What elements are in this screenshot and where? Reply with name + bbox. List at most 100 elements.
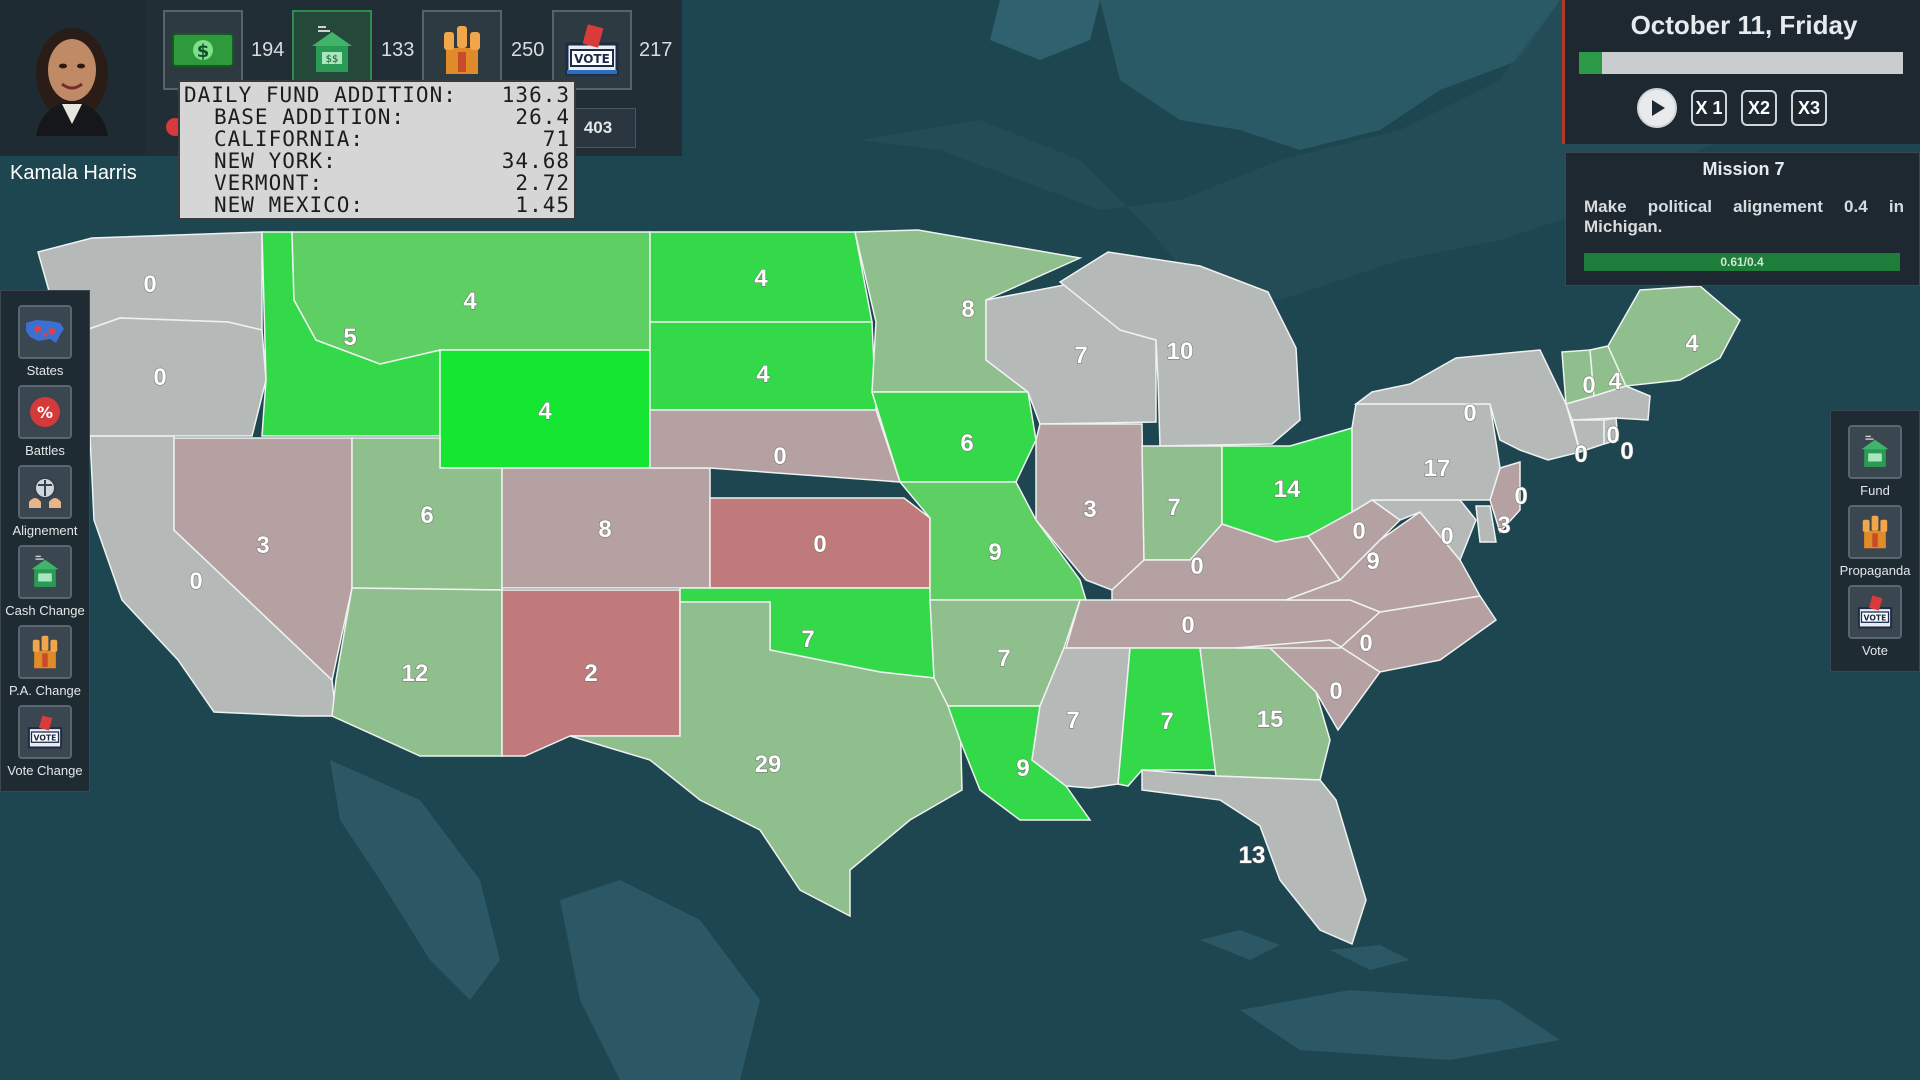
state-value-california: 0 [189, 568, 202, 595]
svg-text:$: $ [197, 41, 210, 62]
state-maine[interactable] [1607, 285, 1741, 387]
alignement-button[interactable] [18, 465, 72, 519]
tooltip-row-label: CALIFORNIA: [214, 127, 365, 151]
sidebar-item-vote-change[interactable]: VOTE Vote Change [1, 705, 89, 778]
battles-button[interactable]: % [18, 385, 72, 439]
vote-box-icon: VOTE [1857, 595, 1893, 629]
state-value-kansas: 0 [813, 531, 826, 558]
tooltip-row: CALIFORNIA: 71 [184, 128, 570, 150]
state-value-arizona: 12 [402, 660, 429, 687]
fund-value: 133 [381, 39, 415, 61]
day-progress-fill [1579, 52, 1602, 74]
svg-text:VOTE: VOTE [574, 52, 610, 66]
tooltip-row-value: 26.4 [515, 105, 570, 129]
tooltip-row: BASE ADDITION: 26.4 [184, 106, 570, 128]
speed-x2-button[interactable]: X2 [1741, 90, 1777, 126]
mission-description: Make political alignement 0.4 in Michiga… [1584, 197, 1904, 236]
player-panel [0, 0, 146, 156]
state-tennessee[interactable] [1065, 599, 1382, 649]
mission-progress-text: 0.61/0.4 [1720, 255, 1764, 269]
state-delaware[interactable] [1475, 505, 1497, 543]
tooltip-row-label: BASE ADDITION: [214, 105, 406, 129]
tooltip-row-value: 1.45 [515, 193, 570, 217]
vote-action-button[interactable]: VOTE [1848, 585, 1902, 639]
sidebar-label: Alignement [12, 523, 78, 538]
state-nebraska[interactable] [649, 409, 902, 483]
sidebar-label: States [26, 363, 64, 378]
right-sidebar-item-propaganda[interactable]: Propaganda [1831, 505, 1919, 578]
money-icon: $ [172, 33, 234, 67]
svg-text:%: % [37, 403, 53, 422]
right-sidebar: Fund Propaganda VOTE Vote [1830, 410, 1920, 672]
speed-x1-button[interactable]: X 1 [1691, 90, 1727, 126]
state-value-illinois: 3 [1083, 496, 1096, 523]
tooltip-row-value: 2.72 [515, 171, 570, 195]
state-value-missouri: 9 [988, 539, 1001, 566]
tooltip-row-label: NEW YORK: [214, 149, 337, 173]
state-value-idaho: 5 [343, 324, 356, 351]
state-value-colorado: 8 [598, 516, 611, 543]
states-layer [37, 229, 1741, 946]
state-michigan[interactable] [1058, 251, 1301, 447]
propaganda-fists-icon [32, 635, 58, 669]
sidebar-item-pa-change[interactable]: P.A. Change [1, 625, 89, 698]
mission-title: Mission 7 [1702, 159, 1785, 179]
propaganda-fists-icon [1862, 515, 1888, 549]
state-value-louisiana: 9 [1016, 755, 1029, 782]
sidebar-item-cash-change[interactable]: Cash Change [1, 545, 89, 618]
propaganda-resource-button[interactable] [422, 10, 502, 90]
state-value-rhode-island: 0 [1620, 438, 1633, 465]
state-value-kentucky: 0 [1190, 553, 1203, 580]
sidebar-label: Vote Change [7, 763, 83, 778]
state-rhode-island[interactable] [1603, 417, 1619, 445]
state-missouri[interactable] [898, 481, 1088, 601]
money-resource-button[interactable]: $ [163, 10, 243, 90]
state-value-wisconsin: 7 [1074, 342, 1087, 369]
state-value-vermont: 0 [1582, 372, 1595, 399]
state-oregon[interactable] [77, 317, 267, 437]
state-value-michigan: 10 [1167, 338, 1194, 365]
state-nevada[interactable] [173, 437, 353, 682]
state-value-north-dakota: 4 [754, 265, 768, 292]
state-value-iowa: 6 [960, 430, 973, 457]
state-value-mississippi: 7 [1066, 707, 1079, 734]
right-sidebar-item-fund[interactable]: Fund [1831, 425, 1919, 498]
date-panel: October 11, Friday X 1 X2 X3 [1562, 0, 1920, 144]
fund-building-icon [31, 555, 59, 587]
sidebar-item-battles[interactable]: % Battles [1, 385, 89, 458]
pa-change-button[interactable] [18, 625, 72, 679]
sidebar-label: Cash Change [5, 603, 85, 618]
fund-action-button[interactable] [1848, 425, 1902, 479]
state-value-virginia: 9 [1366, 548, 1379, 575]
vote-change-button[interactable]: VOTE [18, 705, 72, 759]
tooltip-row: NEW YORK: 34.68 [184, 150, 570, 172]
right-sidebar-item-vote[interactable]: VOTE Vote [1831, 585, 1919, 658]
sidebar-label: P.A. Change [8, 683, 82, 698]
speed-x3-button[interactable]: X3 [1791, 90, 1827, 126]
sidebar-label: Vote [1861, 643, 1889, 658]
vote-resource-button[interactable]: VOTE [552, 10, 632, 90]
tooltip-title-value: 136.3 [501, 83, 570, 107]
state-value-washington: 0 [143, 271, 156, 298]
player-portrait [16, 12, 128, 136]
play-button[interactable] [1637, 88, 1677, 128]
state-value-nevada: 3 [256, 532, 269, 559]
sidebar-item-states[interactable]: States [1, 305, 89, 378]
state-value-maryland: 0 [1440, 523, 1453, 550]
state-iowa[interactable] [870, 391, 1037, 483]
sidebar-item-alignement[interactable]: Alignement [1, 465, 89, 538]
cash-change-button[interactable] [18, 545, 72, 599]
tooltip-row-value: 71 [542, 127, 570, 151]
states-button[interactable] [18, 305, 72, 359]
mission-panel: Mission 7 Make political alignement 0.4 … [1565, 152, 1920, 286]
fund-resource-button[interactable]: $$ [292, 10, 372, 90]
state-north-carolina[interactable] [1235, 595, 1498, 673]
state-texas[interactable] [569, 601, 963, 918]
state-value-montana: 4 [463, 288, 477, 315]
propaganda-action-button[interactable] [1848, 505, 1902, 559]
left-sidebar: States % Battles Alignement Cash Change … [0, 290, 90, 792]
state-new-york[interactable] [1353, 349, 1581, 461]
state-value-nebraska: 0 [773, 443, 786, 470]
state-florida[interactable] [1141, 769, 1367, 946]
